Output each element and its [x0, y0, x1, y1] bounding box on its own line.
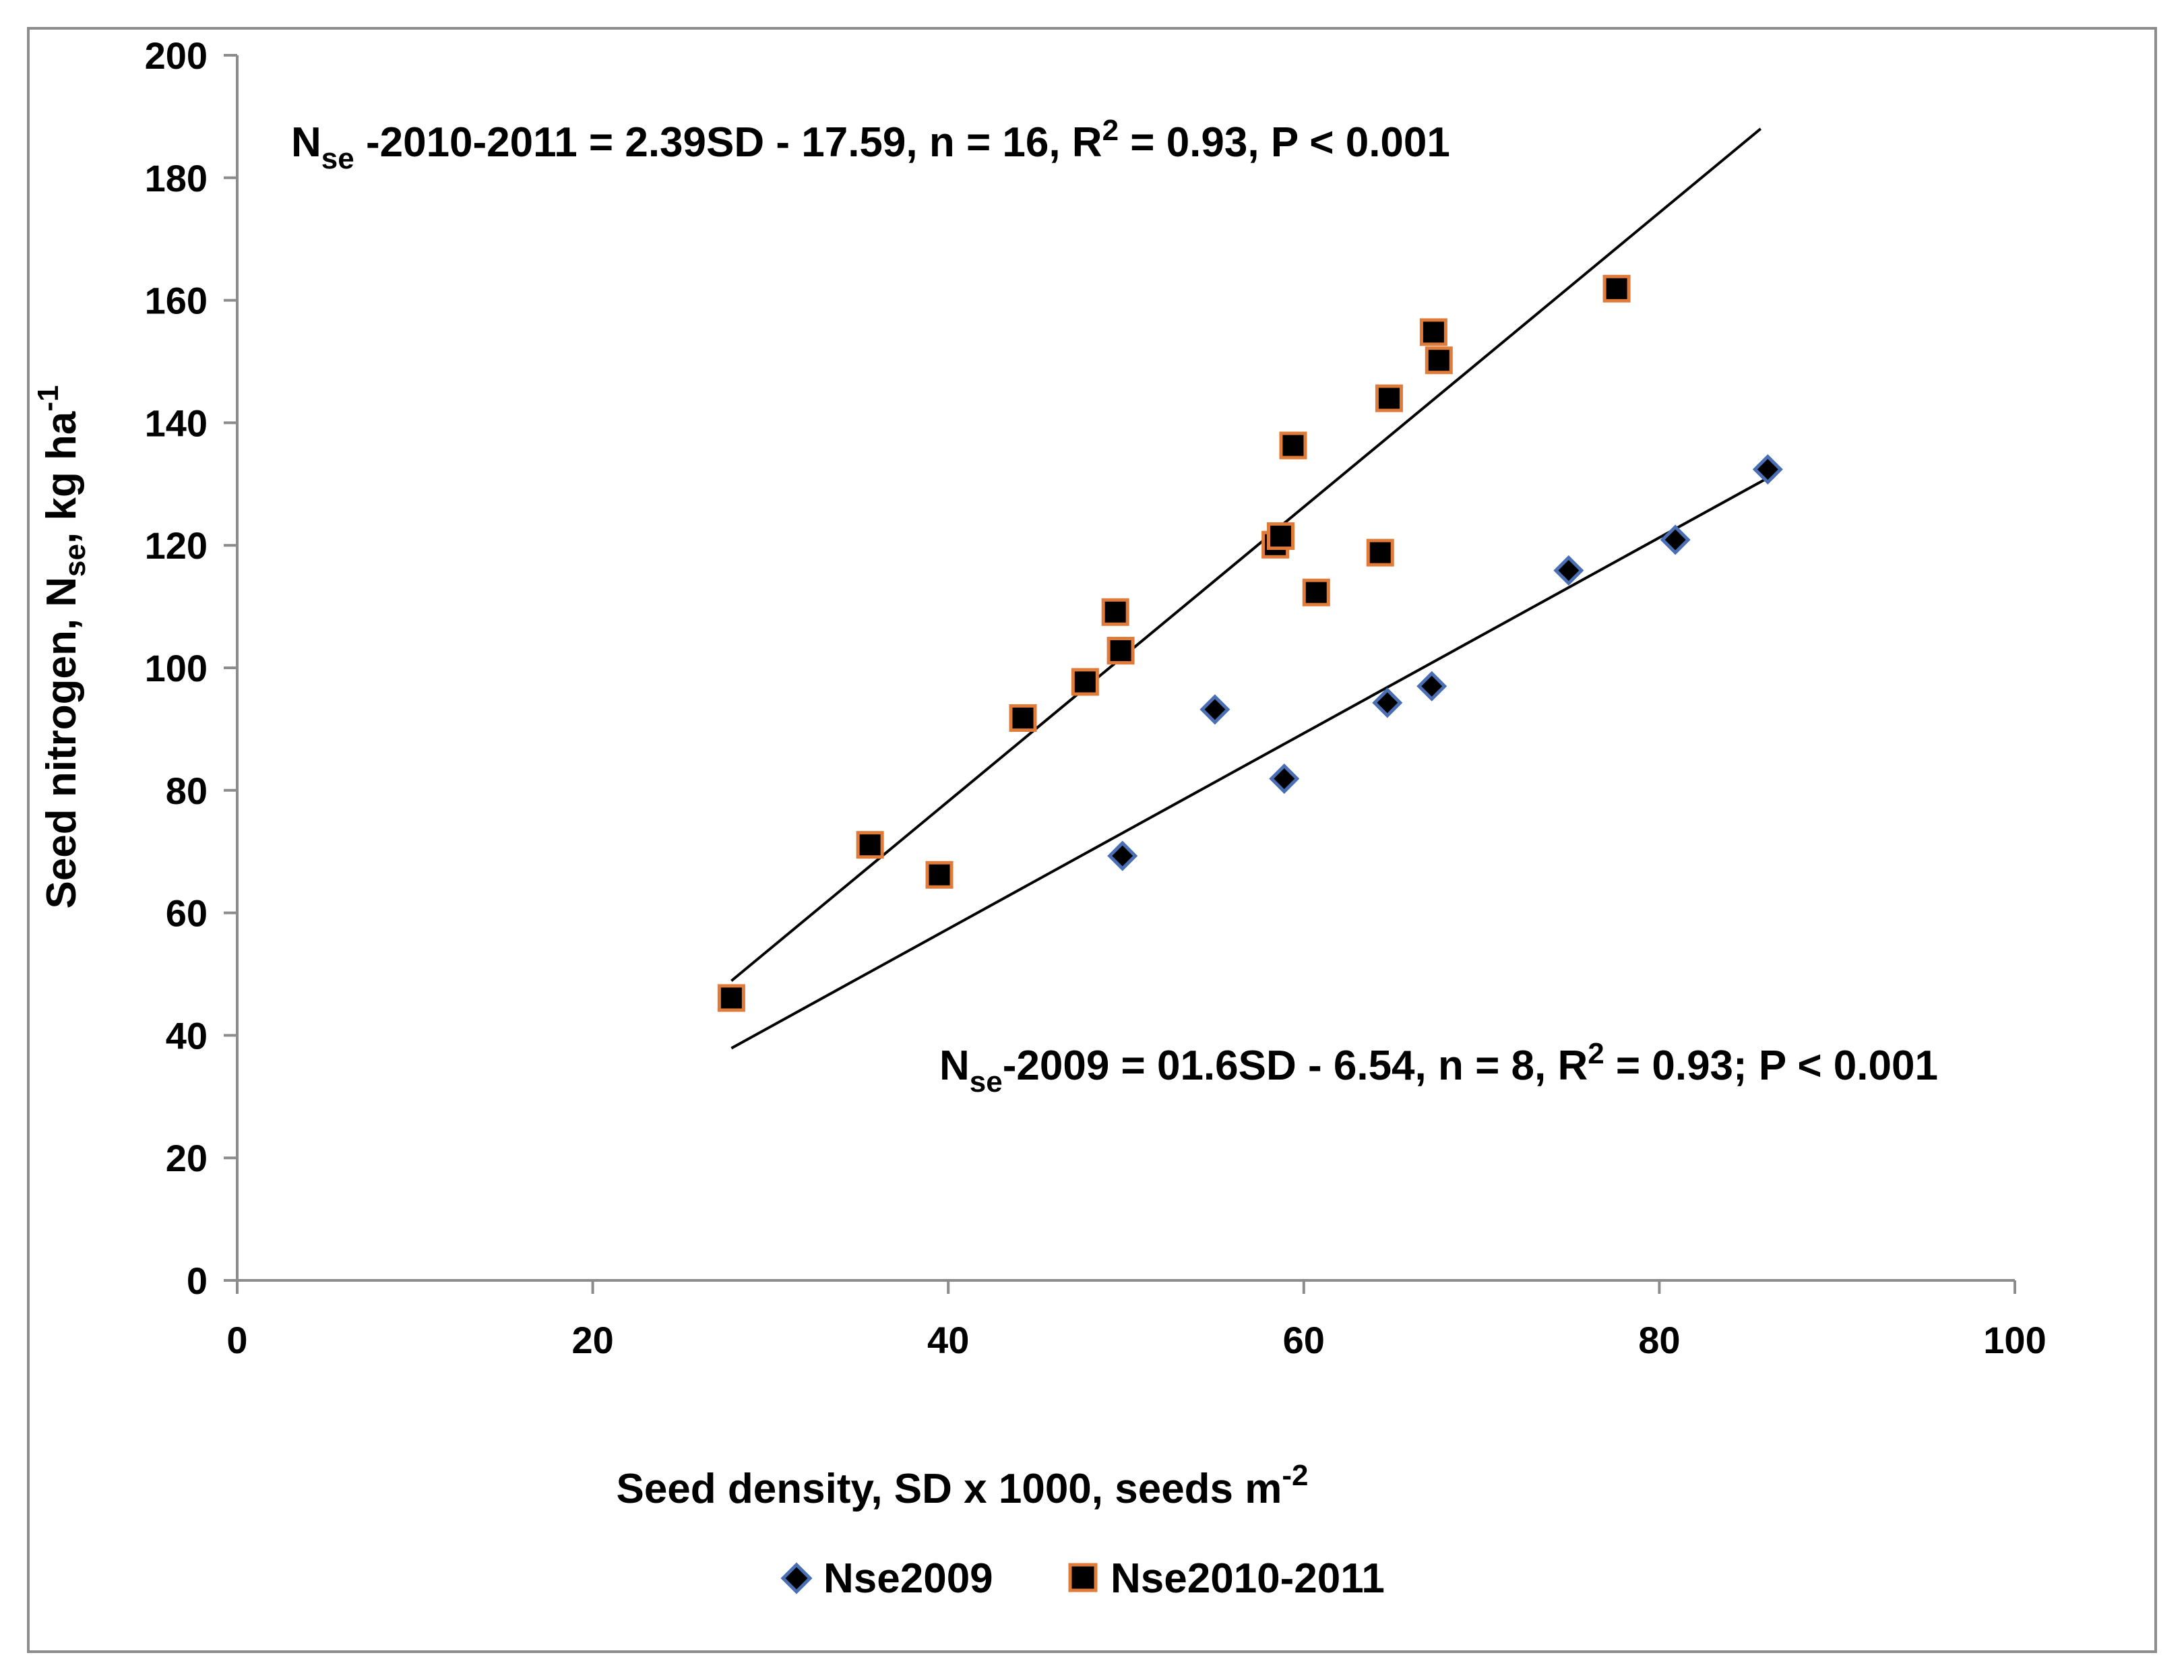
point-nse2009 [1199, 694, 1230, 725]
point-nse2009 [1107, 840, 1138, 871]
legend-square-icon [1068, 1563, 1098, 1592]
legend-item-nse2009: Nse2009 [780, 1555, 993, 1602]
trend-lines [730, 127, 1769, 1050]
point-nse2010-2011 [1101, 598, 1129, 626]
y-tick-label: 120 [145, 524, 208, 567]
point-nse2010-2011 [1279, 431, 1307, 460]
point-nse2009 [1269, 763, 1300, 795]
y-tick-label: 200 [145, 34, 208, 77]
y-tick-label: 100 [145, 647, 208, 689]
point-nse2010-2011 [1267, 522, 1295, 551]
y-tick-label: 0 [187, 1259, 208, 1302]
point-nse2009 [1372, 687, 1403, 718]
point-nse2010-2011 [1602, 274, 1631, 303]
legend-label-nse2009: Nse2009 [823, 1555, 993, 1602]
point-nse2010-2011 [1375, 384, 1403, 412]
point-nse2010-2011 [856, 831, 884, 859]
point-nse2010-2011 [717, 984, 745, 1012]
tick-labels: 0 20 40 60 80 100 120 140 160 180 200 0 20 40 60 80 100 [145, 34, 2047, 1361]
y-tick-label: 80 [166, 770, 208, 812]
legend: Nse2009 Nse2010-2011 [780, 1555, 1385, 1602]
y-tick-label: 60 [166, 892, 208, 935]
trend-line-nse2009 [730, 476, 1769, 1050]
x-axis-title: Seed density, SD x 1000, seeds m-2 [616, 1459, 1308, 1512]
x-tick-label: 0 [226, 1319, 247, 1361]
axes [224, 54, 2016, 1294]
y-tick-label: 140 [145, 402, 208, 444]
x-tick-label: 60 [1283, 1319, 1325, 1361]
point-nse2009 [1752, 454, 1783, 485]
point-nse2009 [1553, 555, 1584, 586]
y-tick-label: 40 [166, 1014, 208, 1057]
x-tick-label: 80 [1638, 1319, 1680, 1361]
point-nse2010-2011 [1366, 538, 1394, 567]
point-nse2010-2011 [1425, 346, 1453, 375]
point-nse2010-2011 [1071, 668, 1099, 696]
point-nse2010-2011 [1302, 578, 1330, 606]
point-nse2010-2011 [1419, 318, 1447, 346]
point-nse2010-2011 [1106, 637, 1135, 665]
y-tick-label: 160 [145, 280, 208, 322]
y-tick-label: 180 [145, 157, 208, 199]
trend-line-nse2010-2011 [730, 127, 1762, 983]
point-nse2010-2011 [1009, 704, 1037, 733]
equation-2009: Nse-2009 = 01.6SD - 6.54, n = 8, R2 = 0.… [939, 1037, 1938, 1098]
legend-label-nse2010-2011: Nse2010-2011 [1111, 1555, 1385, 1602]
x-tick-label: 20 [571, 1319, 613, 1361]
point-nse2009 [1660, 524, 1691, 555]
x-tick-label: 40 [927, 1319, 969, 1361]
point-nse2009 [1416, 671, 1447, 702]
data-points [717, 274, 1783, 1012]
legend-item-nse2010-2011: Nse2010-2011 [1068, 1555, 1385, 1602]
y-tick-label: 20 [166, 1137, 208, 1179]
y-axis-title: Seed nitrogen, Nse, kg ha-1 [32, 385, 92, 908]
x-tick-label: 100 [1983, 1319, 2046, 1361]
equation-2010-2011: Nse -2010-2011 = 2.39SD - 17.59, n = 16,… [291, 114, 1450, 175]
point-nse2010-2011 [925, 861, 954, 889]
legend-diamond-icon [780, 1562, 813, 1594]
chart-frame [27, 27, 2157, 1653]
